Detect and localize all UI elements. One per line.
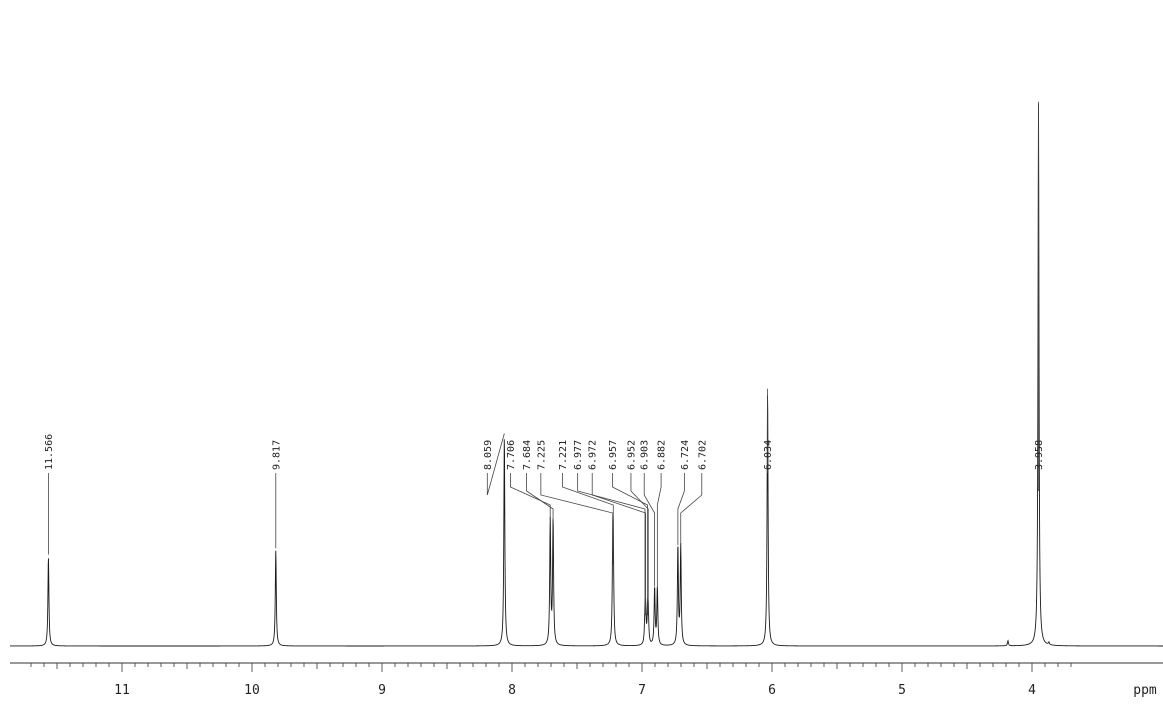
x-tick-label: 10 [244,683,260,698]
peak-leader-line [612,473,648,616]
spectrum-trace-group [10,103,1163,647]
peak-label: 6.034 [763,440,774,470]
peak-label: 7.225 [536,440,547,470]
peak-leader-line [540,473,614,565]
peak-label-group: 11.566 9.817 8.059 7.706 7.684 7.225 7.221 6.97… [44,101,1045,616]
peak-label: 6.903 [640,440,651,470]
peak-label: 6.702 [697,440,708,470]
peak-label: 6.957 [608,440,619,470]
x-axis: 11 10 9 8 7 6 5 4 ppm [10,662,1163,698]
peak-label: 7.221 [558,440,569,470]
peak-leader-line [591,473,647,616]
peak-leader-line [643,473,656,587]
peak-label: 7.684 [522,440,533,470]
spectrum-line [10,103,1163,647]
peak-leader-line [510,473,551,520]
peak-leader-line [630,473,649,616]
x-axis-unit-label: ppm [1133,683,1157,698]
peak-label: 6.724 [680,440,691,470]
peak-label: 9.817 [271,440,282,470]
peak-label: 11.566 [44,434,55,470]
peak-label: 3.958 [1034,440,1045,470]
peak-label: 6.882 [657,440,668,470]
x-tick-label: 6 [768,683,776,698]
x-tick-label: 11 [114,683,130,698]
x-tick-label: 5 [898,683,906,698]
peak-leader-line [680,473,703,546]
peak-leader-line [526,473,554,520]
peak-leader-line [677,473,685,546]
peak-label: 6.972 [588,440,599,470]
x-tick-label: 9 [378,683,386,698]
x-tick-label: 4 [1028,683,1036,698]
peak-leader-line [562,473,614,565]
x-tick-label: 8 [508,683,516,698]
peak-leader-line [656,473,662,587]
peak-leader-line [486,433,505,496]
peak-label: 6.952 [626,440,637,470]
peak-leader-line [577,473,646,616]
x-tick-label: 7 [638,683,646,698]
peak-label: 6.977 [573,440,584,470]
peak-label: 8.059 [483,440,494,470]
peak-label: 7.706 [506,440,517,470]
